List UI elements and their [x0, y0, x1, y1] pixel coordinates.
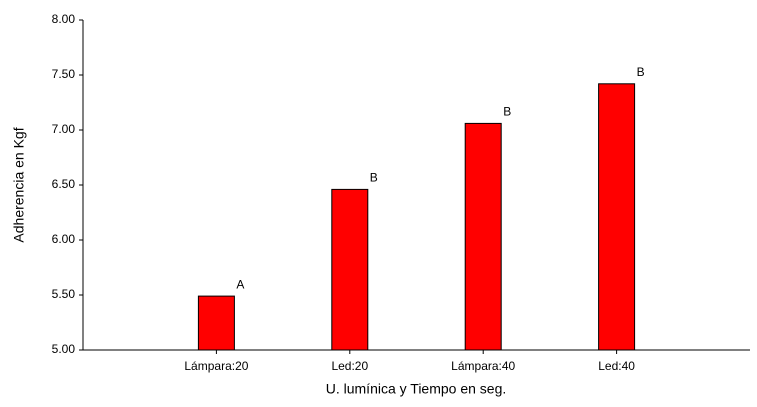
x-tick-label: Led:40: [598, 359, 635, 373]
y-tick-label: 5.50: [52, 287, 76, 301]
y-tick-label: 7.50: [52, 67, 76, 81]
bar-label: B: [503, 105, 511, 119]
y-tick-label: 6.50: [52, 177, 76, 191]
x-axis-title: U. lumínica y Tiempo en seg.: [326, 381, 507, 397]
x-tick-label: Led:20: [331, 359, 368, 373]
bar: [464, 122, 502, 351]
y-tick-label: 7.00: [52, 122, 76, 136]
y-axis-title: Adherencia en Kgf: [11, 127, 27, 242]
bar: [197, 295, 235, 351]
y-tick-label: 6.00: [52, 232, 76, 246]
bar: [331, 188, 369, 351]
x-tick-label: Lámpara:20: [184, 359, 248, 373]
bar: [598, 83, 636, 351]
bar-label: A: [236, 277, 244, 291]
bar-label: B: [637, 65, 645, 79]
x-tick-label: Lámpara:40: [451, 359, 515, 373]
y-tick-label: 5.00: [52, 342, 76, 356]
y-tick-label: 8.00: [52, 12, 76, 26]
bar-label: B: [370, 171, 378, 185]
